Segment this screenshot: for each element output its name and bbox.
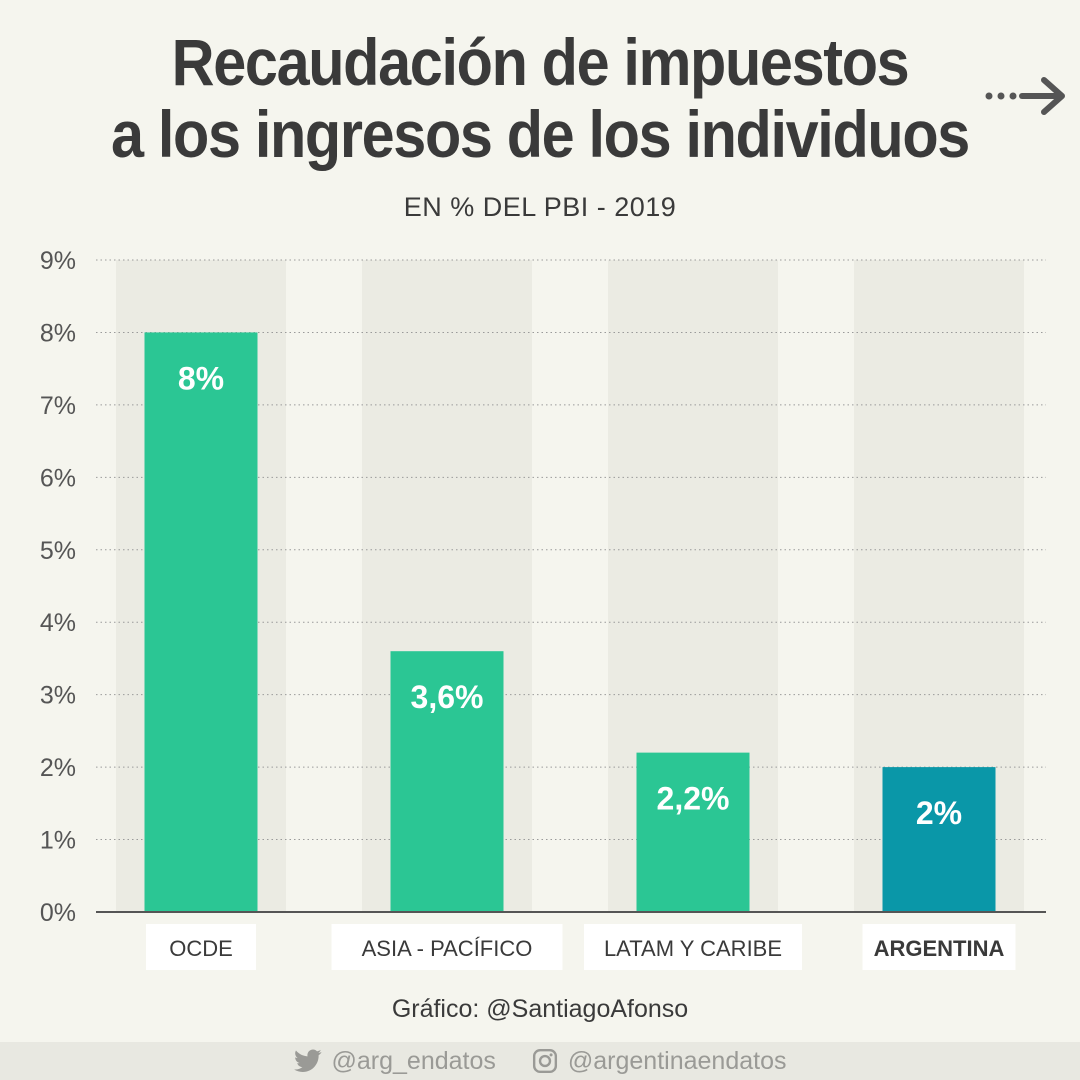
bar [144,332,258,912]
bar-chart: 0% 1% 2% 3% 4% 5% 6% 7% 8% 9% 8% 3,6% 2,2% 2% OCDE ASIA… [40,247,1046,970]
y-tick-label: 4% [40,609,76,637]
data-label: 2% [916,795,962,831]
y-tick-label: 9% [40,247,76,275]
instagram-handle: @argentinaendatos [567,1046,787,1075]
y-tick-label: 6% [40,464,76,492]
chart-credit: Gráfico: @SantiagoAfonso [391,995,689,1023]
footer-bar: @arg_endatos @argentinaendatos [0,1042,1080,1080]
y-tick-label: 3% [40,682,76,710]
category-label-box [146,924,256,970]
chart-subtitle: EN % DEL PBI - 2019 [403,192,677,222]
data-label: 2,2% [657,781,730,817]
category-label-box [331,924,563,970]
bar [636,752,750,912]
x-tick-label: LATAM Y CARIBE [604,936,782,961]
x-tick-label: ARGENTINA [874,936,1005,961]
x-tick-label: ASIA - PACÍFICO [362,936,533,961]
bar [882,767,996,912]
twitter-icon [293,1049,322,1072]
y-tick-label: 8% [40,319,76,347]
data-label: 8% [178,360,224,396]
data-label: 3,6% [411,679,484,715]
x-tick-label: OCDE [169,936,233,961]
twitter-handle-item[interactable]: @arg_endatos [293,1046,496,1076]
y-tick-label: 2% [40,754,76,782]
y-tick-label: 1% [40,827,76,855]
title-line-1: Recaudación de impuestos [171,25,910,99]
category-label-box [862,924,1016,970]
instagram-handle-item[interactable]: @argentinaendatos [532,1046,787,1076]
y-tick-label: 0% [40,899,76,927]
dotted-arrow-right-icon[interactable] [984,74,1070,118]
twitter-handle: @arg_endatos [331,1046,496,1075]
y-tick-label: 5% [40,537,76,565]
instagram-icon [532,1048,557,1074]
chart-title: Recaudación de impuestos a los ingresos … [54,26,1026,170]
category-label-box [584,924,802,970]
y-tick-label: 7% [40,392,76,420]
title-line-2: a los ingresos de los individuos [111,97,970,171]
bar [390,651,504,912]
